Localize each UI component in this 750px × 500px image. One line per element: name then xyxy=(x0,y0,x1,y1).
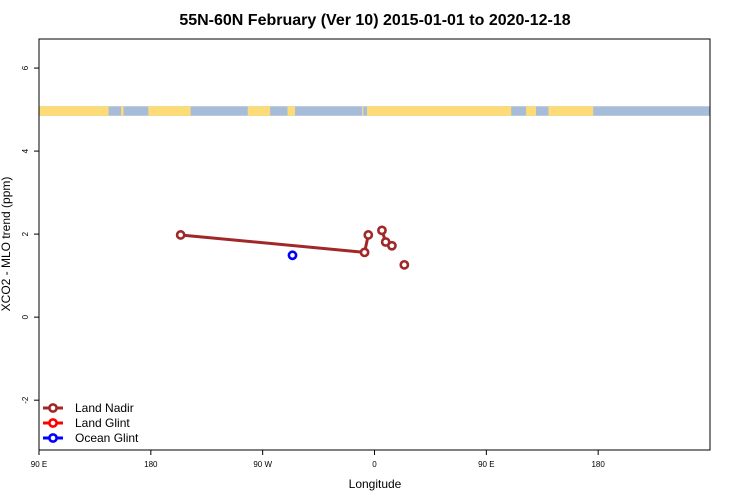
legend-swatch-marker xyxy=(48,403,58,413)
land-segment xyxy=(39,106,109,116)
x-axis: 90 E 180 90 W 0 90 E 180 xyxy=(31,450,605,469)
data-point xyxy=(386,240,397,251)
x-tick-label: 180 xyxy=(591,460,605,469)
legend-swatch-marker xyxy=(48,433,58,443)
data-point xyxy=(175,230,186,240)
x-tick-label: 90 W xyxy=(253,460,272,469)
data-point xyxy=(377,225,387,236)
x-tick-label: 0 xyxy=(372,460,377,469)
chart-title: 55N-60N February (Ver 10) 2015-01-01 to … xyxy=(179,12,570,29)
legend-label: Land Nadir xyxy=(75,401,134,415)
y-tick-label: 2 xyxy=(21,231,30,236)
land-segment xyxy=(548,106,594,116)
x-tick-label: 180 xyxy=(144,460,158,469)
land-segment xyxy=(121,106,124,116)
data-point xyxy=(363,230,374,240)
land-segment xyxy=(526,106,537,116)
land-segment xyxy=(247,106,271,116)
x-axis-label: Longitude xyxy=(349,477,402,491)
land-ocean-band xyxy=(39,106,710,116)
legend-label: Ocean Glint xyxy=(75,431,139,445)
land-segment xyxy=(362,106,364,116)
series-connector xyxy=(180,233,365,254)
y-axis: -2 0 2 4 6 xyxy=(21,65,39,404)
y-axis-label: XCO2 - MLO trend (ppm) xyxy=(0,177,13,312)
y-tick-label: 0 xyxy=(21,314,30,319)
data-point xyxy=(287,250,298,261)
data-point xyxy=(359,247,370,258)
legend-label: Land Glint xyxy=(75,416,130,430)
land-segment xyxy=(367,106,512,116)
land-segment xyxy=(287,106,295,116)
plot-frame xyxy=(38,38,711,451)
x-tick-label: 90 E xyxy=(478,460,494,469)
land-segment xyxy=(148,106,191,116)
y-tick-label: 6 xyxy=(21,65,30,70)
series-layer xyxy=(175,225,410,270)
y-tick-label: 4 xyxy=(21,148,30,153)
y-tick-label: -2 xyxy=(21,396,30,404)
legend-swatch-marker xyxy=(48,418,58,428)
x-tick-label: 90 E xyxy=(31,460,47,469)
data-point xyxy=(399,259,410,270)
